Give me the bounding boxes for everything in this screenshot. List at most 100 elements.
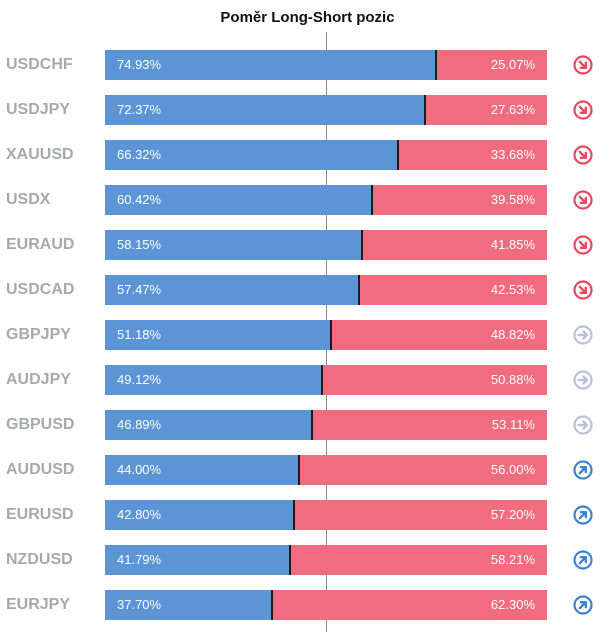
pair-symbol: EURJPY — [6, 596, 71, 613]
short-percent-label: 33.68% — [490, 147, 535, 162]
pair-row: AUDUSD 44.00% 56.00% — [0, 455, 615, 485]
ratio-bar: 72.37% 27.63% — [105, 95, 547, 125]
arrow-up-right-icon — [573, 460, 593, 480]
arrow-up-right-icon — [573, 505, 593, 525]
ratio-bar: 44.00% 56.00% — [105, 455, 547, 485]
arrow-right-icon — [573, 415, 593, 435]
short-percent-label: 48.82% — [490, 327, 535, 342]
short-percent-label: 25.07% — [490, 57, 535, 72]
short-bar — [299, 455, 547, 485]
pair-symbol: NZDUSD — [6, 551, 73, 568]
short-bar — [372, 185, 547, 215]
arrow-up-right-icon — [573, 550, 593, 570]
ratio-bar: 46.89% 53.11% — [105, 410, 547, 440]
long-percent-label: 37.70% — [117, 597, 162, 612]
long-bar — [105, 365, 323, 395]
long-percent-label: 49.12% — [117, 372, 162, 387]
ratio-divider — [288, 545, 291, 575]
arrow-right-icon — [573, 370, 593, 390]
ratio-divider — [330, 320, 333, 350]
pair-row: GBPJPY 51.18% 48.82% — [0, 320, 615, 350]
pair-symbol: USDX — [6, 191, 51, 208]
long-bar — [105, 95, 425, 125]
long-percent-label: 74.93% — [117, 57, 162, 72]
pair-row: USDCHF 74.93% 25.07% — [0, 50, 615, 80]
arrow-down-right-icon — [573, 100, 593, 120]
pair-row: USDJPY 72.37% 27.63% — [0, 95, 615, 125]
long-percent-label: 66.32% — [117, 147, 162, 162]
short-bar — [271, 590, 547, 620]
ratio-bar: 66.32% 33.68% — [105, 140, 547, 170]
long-bar — [105, 230, 363, 260]
short-bar — [398, 140, 547, 170]
pair-row: AUDJPY 49.12% 50.88% — [0, 365, 615, 395]
pair-symbol: GBPJPY — [6, 326, 71, 343]
ratio-bar: 58.15% 41.85% — [105, 230, 547, 260]
short-bar — [312, 410, 547, 440]
long-percent-label: 58.15% — [117, 237, 162, 252]
short-bar — [322, 365, 547, 395]
ratio-divider — [270, 590, 273, 620]
short-bar — [424, 95, 547, 125]
short-percent-label: 39.58% — [490, 192, 535, 207]
short-percent-label: 50.88% — [490, 372, 535, 387]
long-percent-label: 57.47% — [117, 282, 162, 297]
pair-row: USDX 60.42% 39.58% — [0, 185, 615, 215]
short-percent-label: 56.00% — [490, 462, 535, 477]
short-bar — [359, 275, 547, 305]
pair-symbol: XAUUSD — [6, 146, 74, 163]
long-percent-label: 60.42% — [117, 192, 162, 207]
short-bar — [289, 545, 547, 575]
ratio-divider — [423, 95, 426, 125]
ratio-divider — [435, 50, 438, 80]
arrow-down-right-icon — [573, 190, 593, 210]
short-percent-label: 58.21% — [490, 552, 535, 567]
pair-row: EURAUD 58.15% 41.85% — [0, 230, 615, 260]
pair-symbol: USDCHF — [6, 56, 73, 73]
pair-symbol: EURUSD — [6, 506, 74, 523]
long-percent-label: 46.89% — [117, 417, 162, 432]
long-bar — [105, 140, 399, 170]
pair-row: XAUUSD 66.32% 33.68% — [0, 140, 615, 170]
pair-symbol: GBPUSD — [6, 416, 75, 433]
ratio-divider — [311, 410, 314, 440]
long-percent-label: 42.80% — [117, 507, 162, 522]
long-bar — [105, 185, 373, 215]
long-bar — [105, 410, 313, 440]
short-bar — [294, 500, 547, 530]
arrow-up-right-icon — [573, 595, 593, 615]
chart-title: Poměr Long-Short pozic — [220, 9, 395, 26]
pair-symbol: USDJPY — [6, 101, 71, 118]
long-percent-label: 41.79% — [117, 552, 162, 567]
ratio-divider — [321, 365, 324, 395]
pair-row: USDCAD 57.47% 42.53% — [0, 275, 615, 305]
short-percent-label: 42.53% — [490, 282, 535, 297]
arrow-right-icon — [573, 325, 593, 345]
pair-row: EURUSD 42.80% 57.20% — [0, 500, 615, 530]
ratio-bar: 74.93% 25.07% — [105, 50, 547, 80]
long-bar — [105, 275, 360, 305]
pair-symbol: AUDUSD — [6, 461, 75, 478]
arrow-down-right-icon — [573, 280, 593, 300]
long-bar — [105, 320, 332, 350]
pair-row: GBPUSD 46.89% 53.11% — [0, 410, 615, 440]
ratio-bar: 41.79% 58.21% — [105, 545, 547, 575]
pair-symbol: USDCAD — [6, 281, 75, 298]
short-percent-label: 53.11% — [491, 417, 535, 432]
ratio-divider — [358, 275, 361, 305]
ratio-bar: 57.47% 42.53% — [105, 275, 547, 305]
short-percent-label: 62.30% — [490, 597, 535, 612]
ratio-divider — [361, 230, 364, 260]
ratio-divider — [371, 185, 374, 215]
long-bar — [105, 50, 437, 80]
pair-row: EURJPY 37.70% 62.30% — [0, 590, 615, 620]
ratio-bar: 51.18% 48.82% — [105, 320, 547, 350]
pair-symbol: AUDJPY — [6, 371, 71, 388]
ratio-bar: 49.12% 50.88% — [105, 365, 547, 395]
ratio-divider — [298, 455, 301, 485]
long-bar — [105, 455, 300, 485]
ratio-divider — [293, 500, 296, 530]
pair-symbol: EURAUD — [6, 236, 75, 253]
long-percent-label: 72.37% — [117, 102, 162, 117]
arrow-down-right-icon — [573, 55, 593, 75]
